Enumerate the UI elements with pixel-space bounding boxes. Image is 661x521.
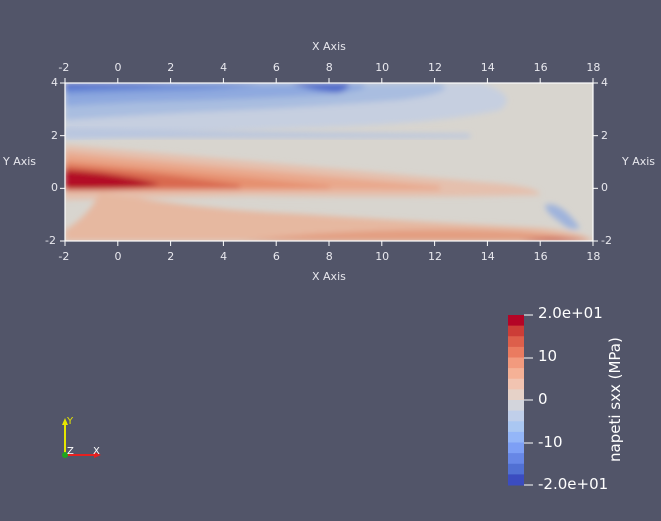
x-tick-label-top: 4 <box>220 61 228 74</box>
x-axis-title-bottom: X Axis <box>312 270 346 283</box>
y-axis-title-left: Y Axis <box>3 155 37 168</box>
y-tick-label-right: 0 <box>601 181 608 195</box>
x-axis-title-top: X Axis <box>312 40 346 53</box>
y-tick-label-left: 2 <box>51 128 58 142</box>
x-tick-label-top: 16 <box>533 61 548 74</box>
scalar-bar-swatch <box>508 346 524 358</box>
scalar-bar-title: napeti sxx (MPa) <box>606 337 624 462</box>
x-tick-label-top: 6 <box>272 61 280 74</box>
scalar-bar-label-neg10: -10 <box>538 433 563 451</box>
x-tick-label-top: 0 <box>114 61 122 74</box>
x-tick-label-bottom: 6 <box>272 250 280 263</box>
x-tick-label-top: 8 <box>325 61 333 74</box>
scalar-bar-swatch <box>508 410 524 422</box>
y-tick-label-left: -2 <box>45 234 56 247</box>
y-tick-label-right: 4 <box>601 76 608 89</box>
x-tick-label-top: 14 <box>480 61 495 74</box>
scalar-bar-swatch <box>508 453 524 465</box>
scalar-bar-swatch <box>508 378 524 390</box>
scalar-bar-swatch <box>508 389 524 401</box>
x-tick-label-bottom: 12 <box>428 250 442 263</box>
scalar-bar-swatch <box>508 325 524 337</box>
scalar-bar-label-min: -2.0e+01 <box>538 475 609 493</box>
x-tick-label-bottom: 0 <box>114 250 122 263</box>
scalar-bar-label-max: 2.0e+01 <box>538 304 603 322</box>
x-tick-label-top: 2 <box>167 61 175 74</box>
triad-y-label: Y <box>67 416 74 427</box>
y-tick-label-left: 0 <box>51 181 58 195</box>
scalar-bar-swatch <box>508 442 524 454</box>
y-tick-label-right: -2 <box>601 234 612 247</box>
triad-x-label: X <box>93 446 100 457</box>
triad-z-label: Z <box>67 446 74 457</box>
scalar-bar-swatch <box>508 474 524 486</box>
scalar-bar-swatch <box>508 400 524 412</box>
x-tick-label-bottom: 14 <box>480 250 495 263</box>
x-tick-label-bottom: 16 <box>533 250 548 263</box>
x-tick-label-bottom: -2 <box>58 250 70 263</box>
x-tick-label-bottom: 2 <box>167 250 175 263</box>
stress-contour-field <box>65 83 593 241</box>
scalar-bar-swatch <box>508 421 524 433</box>
x-tick-label-bottom: 10 <box>375 250 390 263</box>
scalar-bar <box>508 314 533 486</box>
y-tick-label-left: 4 <box>51 76 58 89</box>
orientation-triad <box>62 418 101 458</box>
triad-z-dot <box>62 452 68 458</box>
x-tick-label-top: 10 <box>375 61 390 74</box>
scalar-bar-swatch <box>508 357 524 369</box>
scalar-bar-label-0: 0 <box>538 390 548 408</box>
x-tick-label-bottom: 4 <box>220 250 228 263</box>
triad-x-arrow <box>94 452 101 458</box>
axis-ticks <box>60 78 598 246</box>
scalar-bar-swatch <box>508 315 524 327</box>
scalar-bar-swatch <box>508 368 524 380</box>
y-axis-title-right: Y Axis <box>622 155 656 168</box>
x-tick-label-bottom: 18 <box>586 250 601 263</box>
x-tick-label-top: -2 <box>58 61 70 74</box>
scalar-bar-swatch <box>508 463 524 475</box>
x-tick-label-top: 12 <box>428 61 442 74</box>
scalar-bar-swatch <box>508 336 524 348</box>
y-tick-label-right: 2 <box>601 128 608 142</box>
scalar-bar-swatch <box>508 431 524 443</box>
x-tick-label-top: 18 <box>586 61 601 74</box>
triad-y-arrow <box>62 418 68 425</box>
x-tick-label-bottom: 8 <box>325 250 333 263</box>
scalar-bar-label-10: 10 <box>538 347 558 365</box>
